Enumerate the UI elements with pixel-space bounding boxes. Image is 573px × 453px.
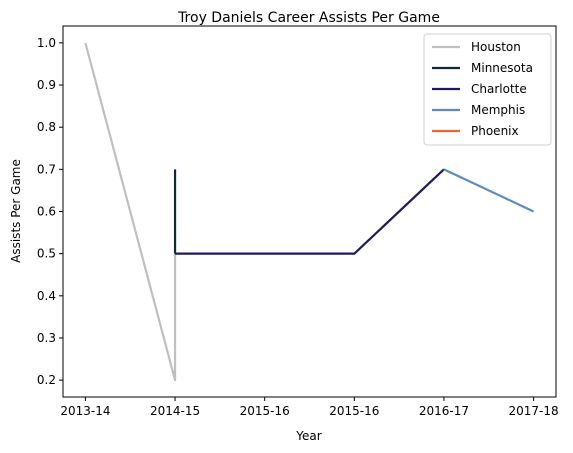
series-line-memphis xyxy=(443,168,535,213)
x-tick-label: 2013-14 xyxy=(60,404,110,418)
y-tick-label: 0.4 xyxy=(37,289,56,303)
legend-label-charlotte: Charlotte xyxy=(471,82,527,96)
y-axis: 0.2 0.3 0.4 0.5 0.6 0.7 0.8 0.9 1.0 xyxy=(37,36,63,387)
y-tick-label: 0.6 xyxy=(37,205,56,219)
legend-label-phoenix: Phoenix xyxy=(471,124,519,138)
series-line-charlotte xyxy=(175,168,445,255)
y-tick-label: 0.9 xyxy=(37,78,56,92)
y-tick-label: 1.0 xyxy=(37,36,56,50)
chart-title: Troy Daniels Career Assists Per Game xyxy=(177,10,440,26)
y-axis-label: Assists Per Game xyxy=(9,159,23,263)
plot-series xyxy=(84,42,535,382)
legend-box xyxy=(423,33,552,146)
x-tick-label: 2014-15 xyxy=(150,404,200,418)
y-tick-label: 0.7 xyxy=(37,162,56,176)
x-tick-label: 2016-17 xyxy=(419,404,469,418)
legend-label-houston: Houston xyxy=(471,40,521,54)
y-tick-label: 0.3 xyxy=(37,331,56,345)
x-axis: 2013-14 2014-15 2015-16 2015-16 2016-17 2017-… xyxy=(60,397,559,418)
series-line-houston xyxy=(84,42,177,382)
legend-label-memphis: Memphis xyxy=(471,103,525,117)
x-tick-label: 2015-16 xyxy=(329,404,379,418)
x-tick-label: 2017-18 xyxy=(509,404,559,418)
y-tick-label: 0.2 xyxy=(37,373,56,387)
y-tick-label: 0.5 xyxy=(37,247,56,261)
x-tick-label: 2015-16 xyxy=(240,404,290,418)
legend: Houston Minnesota Charlotte Memphis Phoenix xyxy=(423,33,552,146)
x-axis-label: Year xyxy=(295,429,321,443)
y-tick-label: 0.8 xyxy=(37,120,56,134)
legend-label-minnesota: Minnesota xyxy=(471,61,533,75)
